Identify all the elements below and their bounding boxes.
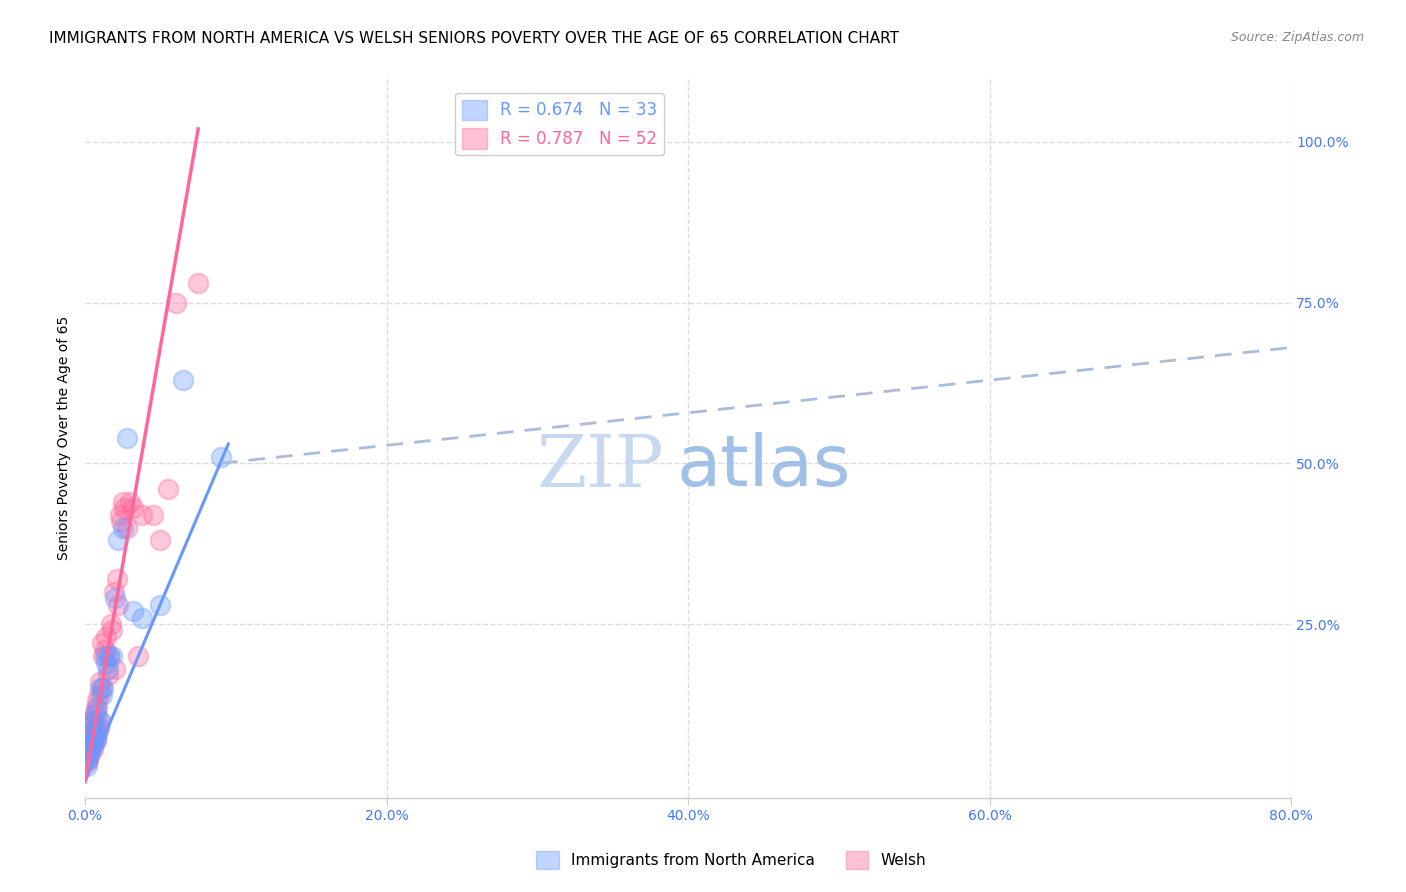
Point xyxy=(76,756,98,770)
Point xyxy=(86,726,108,740)
Legend: R = 0.674   N = 33, R = 0.787   N = 52: R = 0.674 N = 33, R = 0.787 N = 52 xyxy=(456,93,664,155)
Point xyxy=(82,726,104,740)
Point xyxy=(79,746,101,760)
Point xyxy=(96,630,118,644)
Point xyxy=(131,610,153,624)
Point xyxy=(117,431,139,445)
Point xyxy=(84,700,107,714)
Y-axis label: Seniors Poverty Over the Age of 65: Seniors Poverty Over the Age of 65 xyxy=(58,316,72,559)
Point xyxy=(97,662,120,676)
Point xyxy=(112,501,135,516)
Point xyxy=(90,636,112,650)
Point xyxy=(89,681,111,696)
Point xyxy=(80,739,103,754)
Point xyxy=(97,668,120,682)
Point xyxy=(83,736,105,750)
Point xyxy=(165,295,187,310)
Point xyxy=(77,739,100,754)
Point xyxy=(107,598,129,612)
Point xyxy=(80,739,103,754)
Point xyxy=(80,720,103,734)
Point xyxy=(84,732,107,747)
Point xyxy=(149,533,172,548)
Point xyxy=(79,732,101,747)
Point xyxy=(117,520,139,534)
Point xyxy=(89,714,111,728)
Point xyxy=(131,508,153,522)
Point xyxy=(104,591,127,606)
Point xyxy=(98,649,121,664)
Point xyxy=(98,649,121,664)
Point xyxy=(86,694,108,708)
Text: IMMIGRANTS FROM NORTH AMERICA VS WELSH SENIORS POVERTY OVER THE AGE OF 65 CORREL: IMMIGRANTS FROM NORTH AMERICA VS WELSH S… xyxy=(49,31,900,46)
Point xyxy=(89,714,111,728)
Point xyxy=(83,707,105,722)
Point xyxy=(82,742,104,756)
Point xyxy=(87,720,110,734)
Point xyxy=(77,752,100,766)
Point xyxy=(111,520,134,534)
Point xyxy=(120,495,142,509)
Point xyxy=(104,662,127,676)
Point xyxy=(209,450,232,464)
Point xyxy=(77,726,100,740)
Point xyxy=(149,598,172,612)
Text: atlas: atlas xyxy=(676,432,851,501)
Point xyxy=(76,758,98,772)
Point xyxy=(105,572,128,586)
Point xyxy=(90,688,112,702)
Point xyxy=(86,700,108,714)
Point xyxy=(82,739,104,754)
Point xyxy=(83,732,105,747)
Point xyxy=(87,720,110,734)
Point xyxy=(107,533,129,548)
Point xyxy=(172,373,194,387)
Point xyxy=(111,495,134,509)
Point xyxy=(103,585,125,599)
Point xyxy=(77,752,100,766)
Point xyxy=(84,732,107,747)
Text: ZIP: ZIP xyxy=(537,431,664,501)
Point xyxy=(79,720,101,734)
Point xyxy=(101,649,124,664)
Point xyxy=(82,714,104,728)
Point xyxy=(142,508,165,522)
Point xyxy=(87,688,110,702)
Point xyxy=(156,482,179,496)
Point xyxy=(79,746,101,760)
Point xyxy=(96,656,118,670)
Point xyxy=(76,748,98,763)
Point xyxy=(82,714,104,728)
Point xyxy=(79,726,101,740)
Point xyxy=(93,642,115,657)
Point xyxy=(91,681,114,696)
Point xyxy=(84,707,107,722)
Point xyxy=(122,501,145,516)
Text: Source: ZipAtlas.com: Source: ZipAtlas.com xyxy=(1230,31,1364,45)
Point xyxy=(127,649,149,664)
Legend: Immigrants from North America, Welsh: Immigrants from North America, Welsh xyxy=(530,845,932,875)
Point xyxy=(101,624,124,638)
Point xyxy=(91,649,114,664)
Point xyxy=(86,726,108,740)
Point xyxy=(90,681,112,696)
Point xyxy=(84,720,107,734)
Point xyxy=(110,514,132,528)
Point xyxy=(187,277,209,291)
Point xyxy=(76,742,98,756)
Point xyxy=(89,674,111,689)
Point xyxy=(108,508,131,522)
Point xyxy=(93,649,115,664)
Point xyxy=(122,604,145,618)
Point xyxy=(100,617,122,632)
Point xyxy=(80,714,103,728)
Point xyxy=(77,739,100,754)
